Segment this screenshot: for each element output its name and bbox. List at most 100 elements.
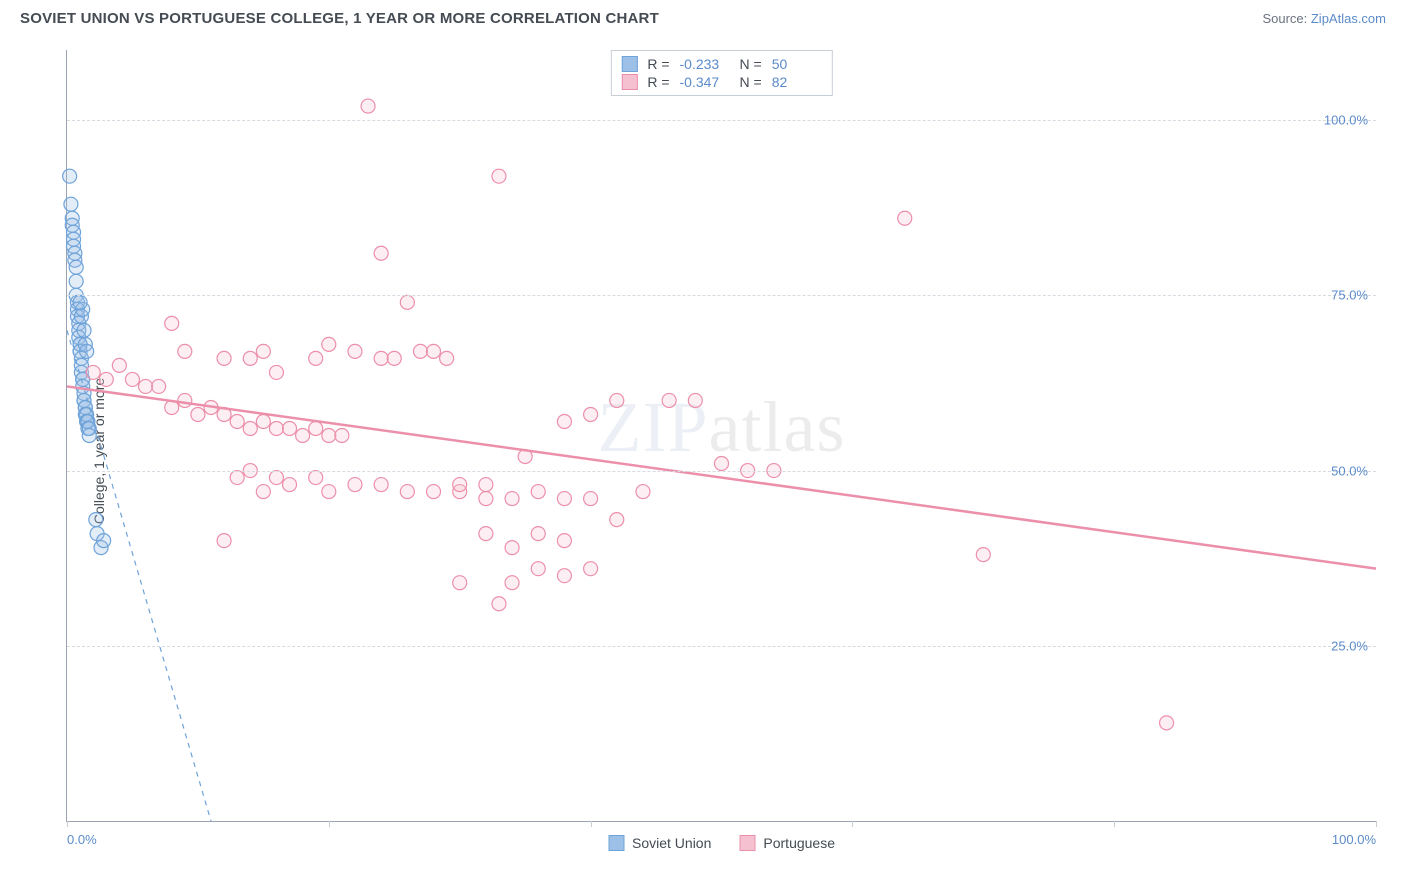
chart-source: Source: ZipAtlas.com [1262,11,1386,26]
scatter-point [125,372,139,386]
scatter-point [256,414,270,428]
source-link[interactable]: ZipAtlas.com [1311,11,1386,26]
scatter-point [269,365,283,379]
source-prefix: Source: [1262,11,1310,26]
scatter-point [400,485,414,499]
scatter-point [283,478,297,492]
scatter-point [269,421,283,435]
scatter-point [584,562,598,576]
stats-swatch-0 [621,56,637,72]
scatter-point [688,393,702,407]
scatter-point [152,379,166,393]
stats-r-val-0: -0.233 [680,56,730,72]
stats-r-label-0: R = [647,56,669,72]
scatter-point [112,358,126,372]
scatter-point [269,471,283,485]
scatter-point [86,365,100,379]
scatter-point [335,429,349,443]
scatter-point [387,351,401,365]
stats-box: R = -0.233 N = 50 R = -0.347 N = 82 [610,50,832,96]
scatter-point [256,485,270,499]
scatter-point [427,485,441,499]
scatter-point [440,351,454,365]
scatter-point [309,471,323,485]
scatter-point [348,478,362,492]
stats-n-val-1: 82 [772,74,822,90]
scatter-point [139,379,153,393]
scatter-point [400,295,414,309]
scatter-point [636,485,650,499]
x-tick [591,821,592,827]
scatter-point [531,527,545,541]
scatter-point [492,597,506,611]
h-gridline [67,471,1376,472]
y-tick-label: 100.0% [1324,113,1368,128]
scatter-point [453,478,467,492]
scatter-point [97,534,111,548]
scatter-point [374,478,388,492]
scatter-point [230,414,244,428]
scatter-point [531,562,545,576]
h-gridline [67,646,1376,647]
scatter-point [584,407,598,421]
scatter-point [322,429,336,443]
legend-label-0: Soviet Union [632,835,711,851]
scatter-point [99,372,113,386]
scatter-point [662,393,676,407]
scatter-point [715,457,729,471]
x-tick [852,821,853,827]
stats-n-label-1: N = [740,74,762,90]
scatter-point [77,323,91,337]
scatter-point [217,351,231,365]
scatter-point [898,211,912,225]
scatter-point [557,414,571,428]
scatter-point [243,351,257,365]
scatter-point [82,429,96,443]
legend-swatch-1 [739,835,755,851]
x-tick-label: 0.0% [67,832,97,847]
scatter-point [256,344,270,358]
trend-line [67,386,1376,568]
legend-item-1: Portuguese [739,835,835,851]
scatter-point [283,421,297,435]
scatter-point [610,513,624,527]
scatter-point [69,260,83,274]
legend-label-1: Portuguese [763,835,835,851]
scatter-point [505,541,519,555]
scatter-point [80,344,94,358]
scatter-point [374,246,388,260]
scatter-point [296,429,310,443]
legend-swatch-0 [608,835,624,851]
x-tick [67,821,68,827]
scatter-point [165,316,179,330]
scatter-point [361,99,375,113]
legend-item-0: Soviet Union [608,835,711,851]
scatter-point [64,197,78,211]
scatter-point [322,337,336,351]
scatter-point [178,344,192,358]
scatter-point [976,548,990,562]
plot-svg [67,50,1376,821]
stats-n-val-0: 50 [772,56,822,72]
scatter-point [610,393,624,407]
chart-container: College, 1 year or more ZIPatlas R = -0.… [20,40,1386,862]
scatter-point [309,421,323,435]
y-tick-label: 75.0% [1331,288,1368,303]
scatter-point [230,471,244,485]
x-tick [329,821,330,827]
scatter-point [505,492,519,506]
scatter-point [479,478,493,492]
h-gridline [67,295,1376,296]
scatter-point [584,492,598,506]
y-tick-label: 50.0% [1331,463,1368,478]
scatter-point [531,485,545,499]
scatter-point [243,421,257,435]
scatter-point [217,534,231,548]
scatter-point [505,576,519,590]
scatter-point [413,344,427,358]
x-tick [1114,821,1115,827]
stats-r-label-1: R = [647,74,669,90]
header-bar: SOVIET UNION VS PORTUGUESE COLLEGE, 1 YE… [0,0,1406,33]
scatter-point [309,351,323,365]
scatter-point [453,576,467,590]
